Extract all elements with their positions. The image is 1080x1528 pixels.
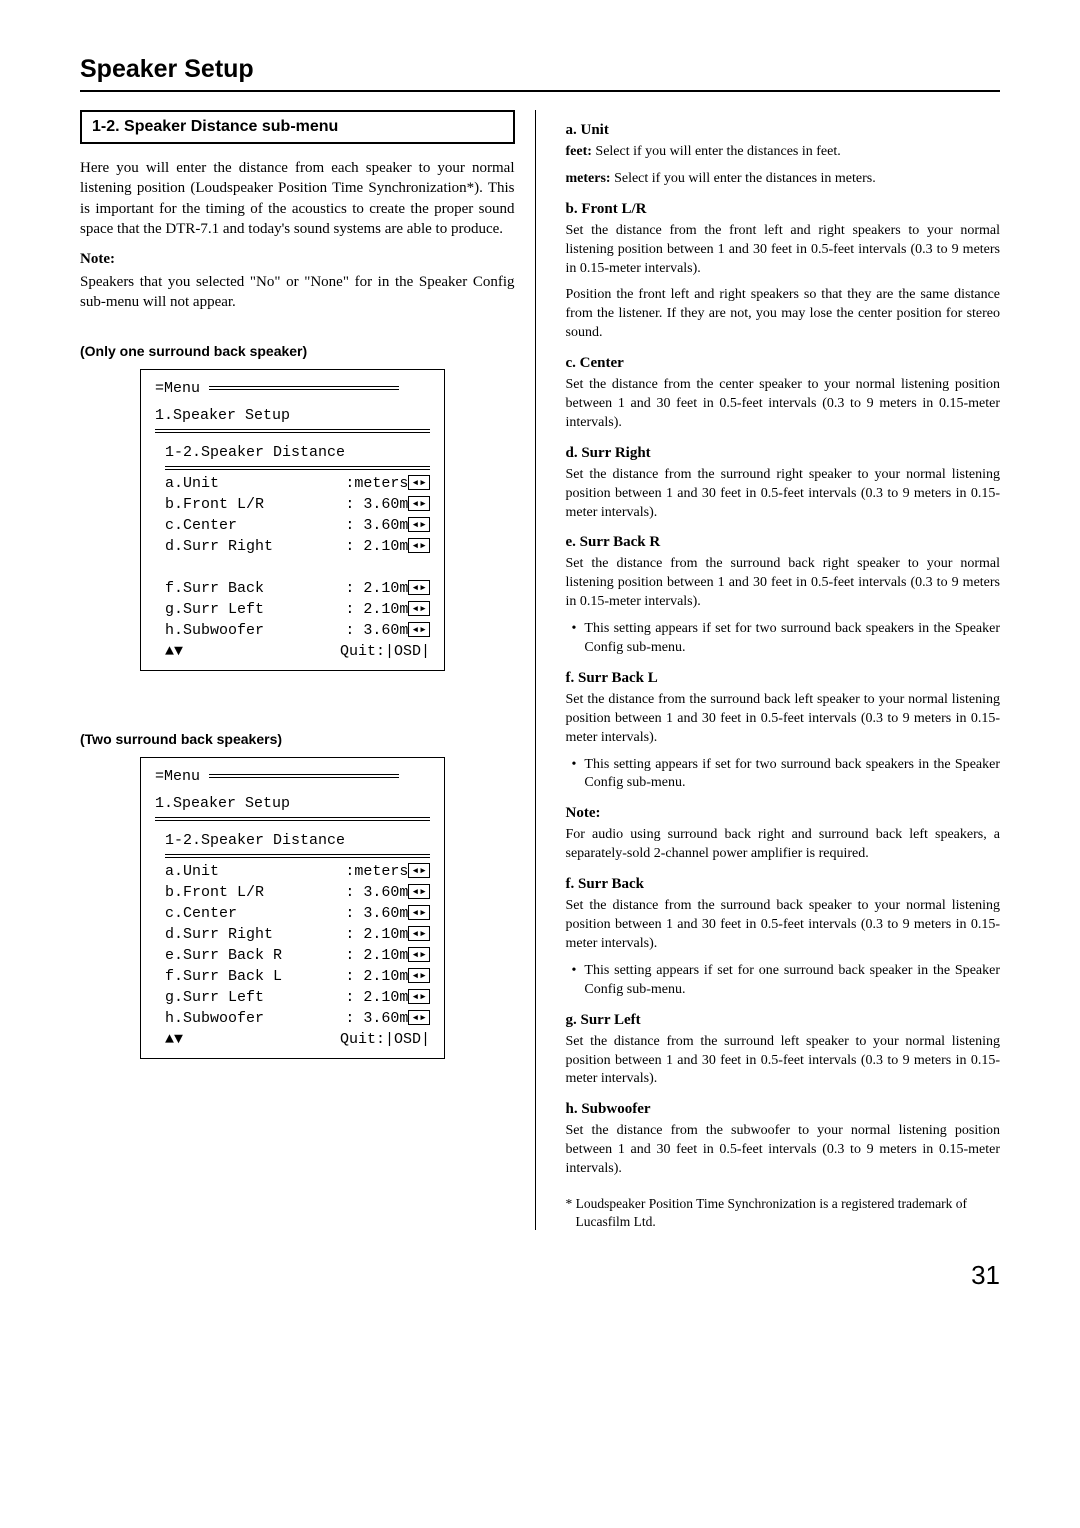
- b-title: b. Front L/R: [566, 201, 1001, 218]
- f1-bullet: •This setting appears if set for two sur…: [572, 756, 1001, 794]
- left-right-arrow-icon: ◂▸: [408, 926, 430, 941]
- menu-item: d.Surr Right: 2.10m◂▸: [165, 536, 430, 557]
- left-right-arrow-icon: ◂▸: [408, 968, 430, 983]
- page-number: 31: [80, 1260, 1000, 1291]
- left-right-arrow-icon: ◂▸: [408, 622, 430, 637]
- menu-item: g.Surr Left: 2.10m◂▸: [165, 599, 430, 620]
- left-column: 1-2. Speaker Distance sub-menu Here you …: [80, 110, 536, 1230]
- menu-item: f.Surr Back: 2.10m◂▸: [165, 578, 430, 599]
- d-text: Set the distance from the surround right…: [566, 466, 1001, 523]
- a-feet: feet: Select if you will enter the dista…: [566, 143, 1001, 162]
- note-label: Note:: [80, 251, 515, 268]
- left-right-arrow-icon: ◂▸: [408, 989, 430, 1004]
- menu-hdr: Menu: [164, 378, 200, 399]
- f1-text: Set the distance from the surround back …: [566, 691, 1001, 748]
- a-meters: meters: Select if you will enter the dis…: [566, 170, 1001, 189]
- quit-label-2: Quit:|OSD|: [340, 1029, 430, 1050]
- d-title: d. Surr Right: [566, 445, 1001, 462]
- section-title: 1-2. Speaker Distance sub-menu: [80, 110, 515, 144]
- f1-title: f. Surr Back L: [566, 670, 1001, 687]
- left-right-arrow-icon: ◂▸: [408, 580, 430, 595]
- b-text1: Set the distance from the front left and…: [566, 222, 1001, 279]
- menu-item: f.Surr Back L: 2.10m◂▸: [165, 966, 430, 987]
- menu1-rows: a.Unit:meters◂▸b.Front L/R: 3.60m◂▸c.Cen…: [165, 473, 430, 641]
- menu-item: c.Center: 3.60m◂▸: [165, 903, 430, 924]
- menu-item: [165, 557, 430, 578]
- h-text: Set the distance from the subwoofer to y…: [566, 1122, 1001, 1179]
- a-title: a. Unit: [566, 122, 1001, 139]
- menu-item: e.Surr Back R: 2.10m◂▸: [165, 945, 430, 966]
- quit-label: Quit:|OSD|: [340, 641, 430, 662]
- note2-text: For audio using surround back right and …: [566, 826, 1001, 864]
- left-right-arrow-icon: ◂▸: [408, 601, 430, 616]
- c-title: c. Center: [566, 355, 1001, 372]
- left-right-arrow-icon: ◂▸: [408, 1010, 430, 1025]
- right-column: a. Unit feet: Select if you will enter t…: [566, 110, 1001, 1230]
- left-right-arrow-icon: ◂▸: [408, 538, 430, 553]
- menu-box-1: =Menu 1.Speaker Setup 1-2.Speaker Distan…: [140, 369, 445, 671]
- g-text: Set the distance from the surround left …: [566, 1033, 1001, 1090]
- f2-text: Set the distance from the surround back …: [566, 897, 1001, 954]
- left-right-arrow-icon: ◂▸: [408, 884, 430, 899]
- g-title: g. Surr Left: [566, 1012, 1001, 1029]
- page-title: Speaker Setup: [80, 55, 1000, 92]
- menu2-rows: a.Unit:meters◂▸b.Front L/R: 3.60m◂▸c.Cen…: [165, 861, 430, 1029]
- f2-bullet: •This setting appears if set for one sur…: [572, 962, 1001, 1000]
- left-right-arrow-icon: ◂▸: [408, 475, 430, 490]
- menu-hdr-2: Menu: [164, 766, 200, 787]
- footnote: * Loudspeaker Position Time Synchronizat…: [576, 1195, 1001, 1230]
- left-right-arrow-icon: ◂▸: [408, 517, 430, 532]
- h-title: h. Subwoofer: [566, 1101, 1001, 1118]
- menu-item: a.Unit:meters◂▸: [165, 473, 430, 494]
- menu-item: h.Subwoofer: 3.60m◂▸: [165, 1008, 430, 1029]
- menu-item: d.Surr Right: 2.10m◂▸: [165, 924, 430, 945]
- menu-item: b.Front L/R: 3.60m◂▸: [165, 494, 430, 515]
- menu-item: c.Center: 3.60m◂▸: [165, 515, 430, 536]
- menu2-caption: (Two surround back speakers): [80, 731, 515, 747]
- left-right-arrow-icon: ◂▸: [408, 863, 430, 878]
- left-right-arrow-icon: ◂▸: [408, 496, 430, 511]
- b-text2: Position the front left and right speake…: [566, 286, 1001, 343]
- menu-subtitle-2: 1-2.Speaker Distance: [165, 830, 430, 851]
- e-text: Set the distance from the surround back …: [566, 555, 1001, 612]
- menu-item: a.Unit:meters◂▸: [165, 861, 430, 882]
- menu1-caption: (Only one surround back speaker): [80, 343, 515, 359]
- left-right-arrow-icon: ◂▸: [408, 947, 430, 962]
- note2-label: Note:: [566, 805, 1001, 822]
- e-title: e. Surr Back R: [566, 534, 1001, 551]
- e-bullet: •This setting appears if set for two sur…: [572, 620, 1001, 658]
- f2-title: f. Surr Back: [566, 876, 1001, 893]
- intro-text: Here you will enter the distance from ea…: [80, 158, 515, 239]
- menu-subtitle: 1-2.Speaker Distance: [165, 442, 430, 463]
- c-text: Set the distance from the center speaker…: [566, 376, 1001, 433]
- menu-title-2: 1.Speaker Setup: [155, 793, 430, 814]
- menu-item: b.Front L/R: 3.60m◂▸: [165, 882, 430, 903]
- menu-item: h.Subwoofer: 3.60m◂▸: [165, 620, 430, 641]
- note-text: Speakers that you selected "No" or "None…: [80, 272, 515, 313]
- left-right-arrow-icon: ◂▸: [408, 905, 430, 920]
- menu-title: 1.Speaker Setup: [155, 405, 430, 426]
- menu-item: g.Surr Left: 2.10m◂▸: [165, 987, 430, 1008]
- menu-box-2: =Menu 1.Speaker Setup 1-2.Speaker Distan…: [140, 757, 445, 1059]
